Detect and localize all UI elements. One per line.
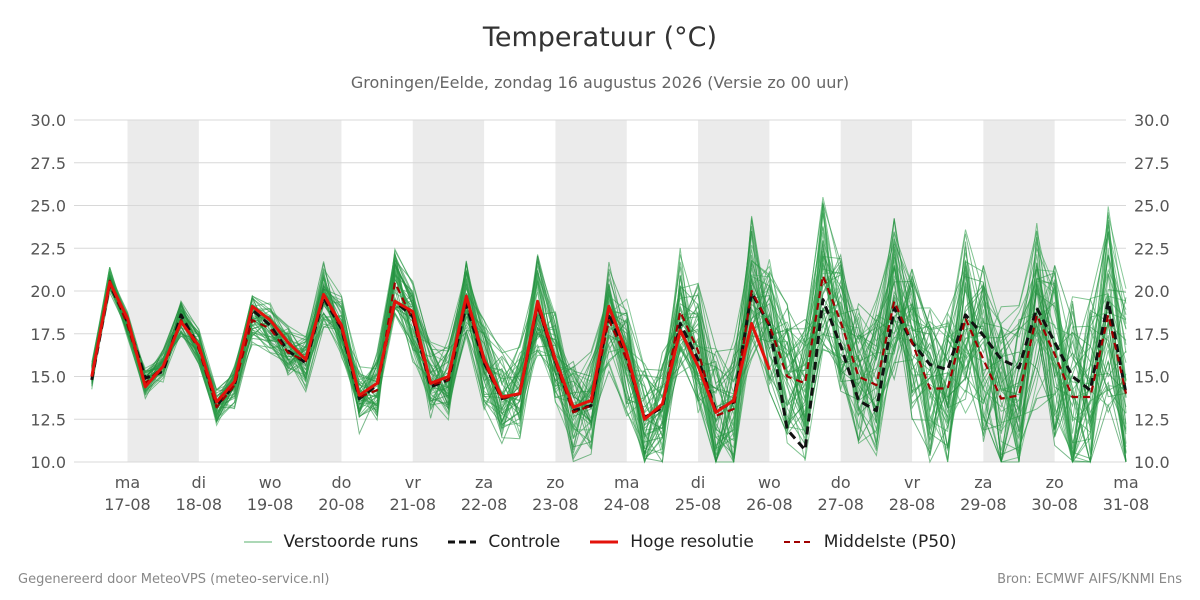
y-tick-right-2: 15.0 (1134, 368, 1170, 387)
x-tick-date-10: 27-08 (817, 495, 864, 514)
legend-label-median: Middelste (P50) (823, 532, 957, 552)
legend-item-high-res[interactable]: Hoge resolutie (590, 532, 754, 552)
y-tick-left-5: 22.5 (30, 239, 66, 258)
y-tick-right-6: 25.0 (1134, 197, 1170, 216)
series-hoge-resolutie (90, 280, 771, 421)
legend-swatch-perturbed (243, 541, 272, 543)
y-tick-right-7: 27.5 (1134, 154, 1170, 173)
legend-item-perturbed[interactable]: Verstoorde runs (243, 532, 419, 552)
x-tick-date-6: 23-08 (532, 495, 579, 514)
footer-source: Bron: ECMWF AIFS/KNMI Ens (997, 572, 1182, 587)
y-tick-left-7: 27.5 (30, 154, 66, 173)
footer-generator: Gegenereerd door MeteoVPS (meteo-service… (18, 572, 330, 587)
ensemble-member-48 (91, 262, 1127, 463)
legend-item-control[interactable]: Controle (448, 532, 560, 552)
x-tick-date-1: 18-08 (176, 495, 223, 514)
series-controle (90, 282, 1128, 452)
y-tick-right-4: 20.0 (1134, 282, 1170, 301)
x-tick-date-11: 28-08 (889, 495, 936, 514)
x-tick-day-4: vr (405, 473, 421, 492)
y-tick-left-6: 25.0 (30, 197, 66, 216)
legend-label-perturbed: Verstoorde runs (283, 532, 419, 552)
x-tick-date-9: 26-08 (746, 495, 793, 514)
x-tick-day-13: zo (1046, 473, 1064, 492)
x-tick-day-3: do (331, 473, 351, 492)
x-tick-day-11: vr (904, 473, 920, 492)
x-tick-day-8: di (691, 473, 706, 492)
chart-subtitle: Groningen/Eelde, zondag 16 augustus 2026… (350, 73, 850, 92)
ensemble-member-41 (91, 212, 1127, 458)
chart-legend: Verstoorde runs Controle Hoge resolutie … (0, 529, 1200, 555)
y-tick-left-0: 10.0 (30, 453, 66, 472)
legend-label-high-res: Hoge resolutie (630, 532, 754, 552)
legend-label-control: Controle (488, 532, 561, 552)
y-tick-right-8: 30.0 (1134, 111, 1170, 130)
x-tick-date-4: 21-08 (390, 495, 437, 514)
y-tick-left-2: 15.0 (30, 368, 66, 387)
x-tick-date-7: 24-08 (603, 495, 650, 514)
series-middelste-p50- (90, 274, 1128, 421)
x-tick-day-14: ma (1113, 473, 1138, 492)
x-tick-day-0: ma (115, 473, 140, 492)
y-tick-left-8: 30.0 (30, 111, 66, 130)
y-tick-right-3: 17.5 (1134, 325, 1170, 344)
x-tick-date-5: 22-08 (461, 495, 508, 514)
x-tick-date-14: 31-08 (1103, 495, 1150, 514)
x-tick-day-5: za (475, 473, 493, 492)
y-tick-left-3: 17.5 (30, 325, 66, 344)
y-tick-right-0: 10.0 (1134, 453, 1170, 472)
x-tick-date-13: 30-08 (1031, 495, 1078, 514)
x-tick-day-10: do (831, 473, 851, 492)
x-tick-day-12: za (974, 473, 992, 492)
ensemble-member-21 (91, 252, 1127, 463)
legend-item-median[interactable]: Middelste (P50) (783, 532, 957, 552)
x-tick-day-2: wo (259, 473, 282, 492)
legend-swatch-high-res (590, 540, 619, 544)
x-tick-date-3: 20-08 (318, 495, 365, 514)
legend-swatch-control (448, 540, 477, 544)
x-tick-day-1: di (192, 473, 207, 492)
y-tick-right-5: 22.5 (1134, 239, 1170, 258)
x-tick-date-2: 19-08 (247, 495, 294, 514)
x-tick-day-7: ma (614, 473, 639, 492)
x-tick-day-6: zo (546, 473, 564, 492)
x-tick-date-12: 29-08 (960, 495, 1007, 514)
x-tick-day-9: wo (758, 473, 781, 492)
chart-title: Temperatuur (°C) (482, 22, 718, 53)
x-tick-date-0: 17-08 (104, 495, 151, 514)
ensemble-member-37 (91, 256, 1127, 463)
y-tick-left-1: 12.5 (30, 410, 66, 429)
y-tick-right-1: 12.5 (1134, 410, 1170, 429)
temperature-chart: 10.0 10.0 12.5 12.5 15.0 15.0 17.5 17.5 20.0 20.0… (30, 111, 1170, 514)
x-tick-date-8: 25-08 (675, 495, 722, 514)
y-tick-left-4: 20.0 (30, 282, 66, 301)
legend-swatch-median (783, 541, 812, 543)
